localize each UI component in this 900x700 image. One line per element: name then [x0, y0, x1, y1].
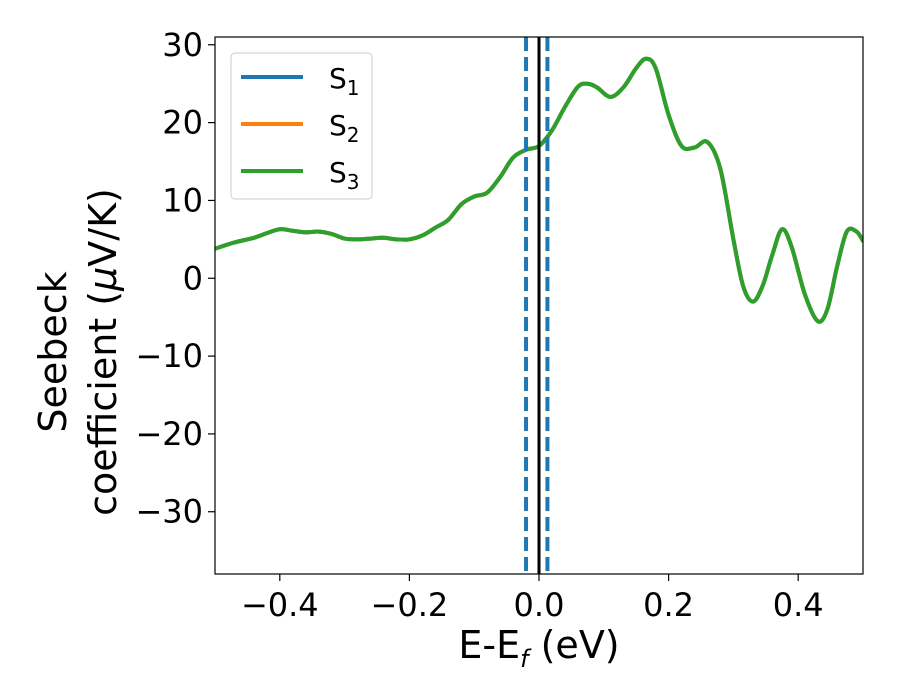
x-tick-label: −0.4	[241, 586, 319, 624]
y-axis-title-line1: Seebeck	[31, 271, 75, 432]
legend-label-s2: S2	[329, 109, 360, 147]
y-axis-title-line2: coefficient (μV/K)	[81, 188, 125, 516]
y-tick-label: 10	[162, 181, 203, 219]
y-tick-label: −20	[135, 415, 203, 453]
plot-lines	[215, 56, 863, 324]
y-tick-label: −30	[135, 493, 203, 531]
legend: S1 S2 S3	[230, 52, 373, 200]
legend-label-s3: S3	[329, 156, 360, 194]
reference-lines	[524, 37, 550, 574]
x-tick-label: 0.2	[643, 586, 694, 624]
y-tick-label: −10	[135, 337, 203, 375]
x-axis-ticks: −0.4 −0.2 0.0 0.2 0.4	[241, 574, 824, 624]
y-tick-label: 30	[162, 26, 203, 64]
y-axis-title: Seebeck coefficient (μV/K)	[31, 188, 125, 516]
x-axis-title: E-Ef (eV)	[458, 623, 619, 673]
x-tick-label: −0.2	[371, 586, 449, 624]
x-tick-label: 0.0	[514, 586, 565, 624]
y-axis-ticks: −30 −20 −10 0 10 20 30	[135, 26, 215, 531]
y-tick-label: 20	[162, 104, 203, 142]
legend-label-s1: S1	[329, 62, 360, 100]
series-line-s3	[215, 56, 863, 324]
y-tick-label: 0	[183, 259, 203, 297]
x-tick-label: 0.4	[773, 586, 824, 624]
